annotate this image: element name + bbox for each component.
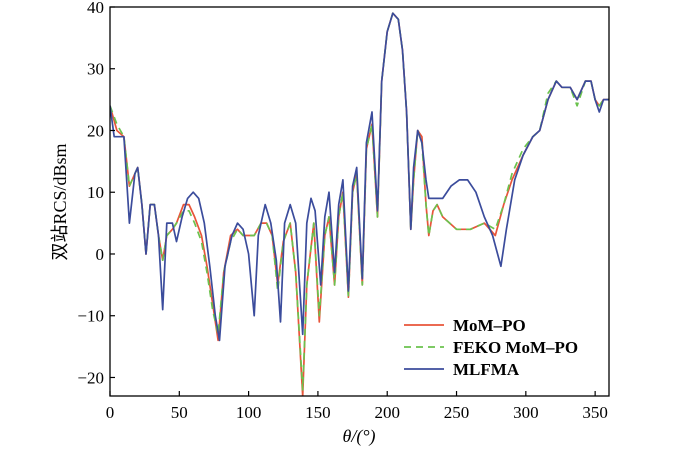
- legend: MoM–PO FEKO MoM–PO MLFMA: [404, 316, 578, 379]
- y-tick-label: 30: [87, 60, 104, 79]
- series-line-3: [110, 12, 609, 342]
- x-tick-label: 50: [171, 403, 188, 422]
- x-tick-label: 250: [444, 403, 470, 422]
- series-line-1: [110, 12, 609, 396]
- y-tick-label: 40: [87, 0, 104, 17]
- y-tick-label: −20: [77, 368, 104, 387]
- x-axis-title: θ/(°): [342, 426, 375, 447]
- x-tick-label: 150: [305, 403, 331, 422]
- x-tick-label: 300: [513, 403, 539, 422]
- y-tick-label: 0: [96, 245, 105, 264]
- y-tick-label: −10: [77, 307, 104, 326]
- legend-label: MLFMA: [453, 360, 520, 379]
- y-tick-label: 20: [87, 121, 104, 140]
- y-tick-label: 10: [87, 183, 104, 202]
- y-axis-title: 双站RCS/dBsm: [50, 143, 70, 260]
- x-tick-label: 350: [582, 403, 608, 422]
- plot-frame: [109, 6, 610, 397]
- y-axis: −20 −10 0 10 20 30 40: [77, 0, 115, 387]
- x-axis: 0 50 100 150 200 250 300 350: [106, 391, 608, 422]
- series-layer: [110, 12, 609, 396]
- legend-label: MoM–PO: [453, 316, 526, 335]
- x-tick-label: 0: [106, 403, 115, 422]
- legend-label: FEKO MoM–PO: [453, 338, 578, 357]
- series-line-2: [110, 12, 609, 391]
- x-tick-label: 100: [236, 403, 262, 422]
- x-tick-label: 200: [374, 403, 400, 422]
